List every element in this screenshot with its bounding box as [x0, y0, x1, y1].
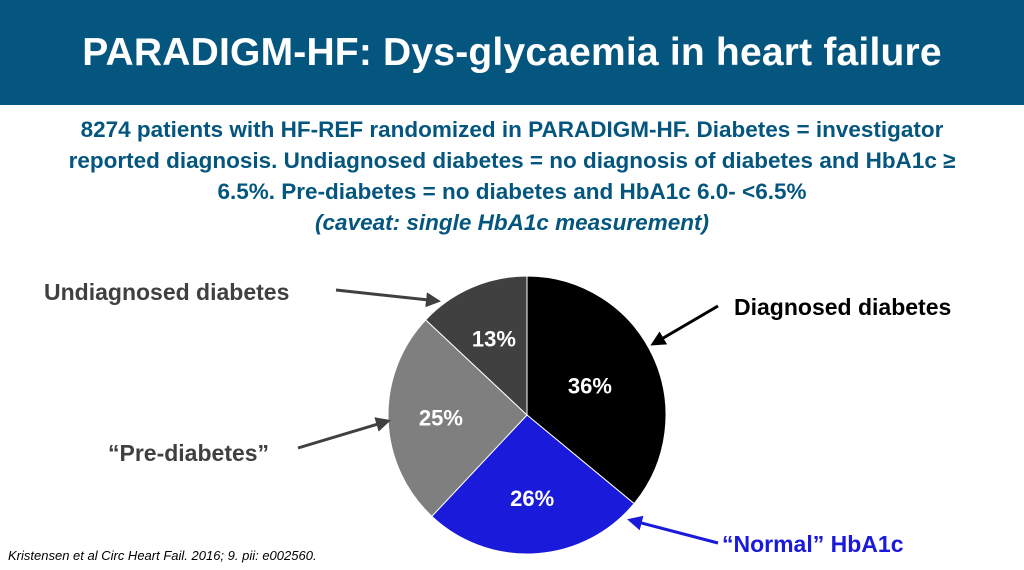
description-line-1: 8274 patients with HF-REF randomized in … [80, 117, 944, 142]
pie-category-label-diagnosed-diabetes: Diagnosed diabetes [734, 294, 951, 320]
pie-value-label-normal-hba1c: 26% [510, 486, 554, 511]
pie-value-label-pre-diabetes: 25% [419, 406, 463, 431]
callout-arrow-normal-hba1c [627, 515, 719, 545]
pie-value-label-diagnosed-diabetes: 36% [568, 373, 612, 398]
callout-arrow-diagnosed-diabetes [650, 304, 719, 346]
pie-category-label-pre-diabetes: “Pre-diabetes” [108, 440, 269, 466]
pie-slice-undiagnosed-diabetes [424, 275, 528, 417]
callout-arrow-pre-diabetes [297, 417, 391, 450]
callout-arrow-undiagnosed-diabetes [335, 288, 441, 308]
pie-value-label-undiagnosed-diabetes: 13% [472, 327, 516, 352]
citation: Kristensen et al Circ Heart Fail. 2016; … [8, 548, 317, 563]
pie-category-label-undiagnosed-diabetes: Undiagnosed diabetes [44, 279, 289, 305]
description-line-2: reported diagnosis. Undiagnosed diabetes… [68, 148, 956, 173]
pie-category-label-normal-hba1c: “Normal” HbA1c [722, 531, 904, 557]
study-description: 8274 patients with HF-REF randomized in … [0, 114, 1024, 238]
description-line-3: 6.5%. Pre-diabetes = no diabetes and HbA… [217, 179, 807, 204]
caveat-note: (caveat: single HbA1c measurement) [315, 210, 709, 235]
pie-slice-diagnosed-diabetes [526, 275, 667, 505]
slide-title: PARADIGM-HF: Dys-glycaemia in heart fail… [82, 30, 942, 74]
pie-slice-normal-hba1c [431, 414, 635, 555]
title-banner: PARADIGM-HF: Dys-glycaemia in heart fail… [0, 0, 1024, 105]
